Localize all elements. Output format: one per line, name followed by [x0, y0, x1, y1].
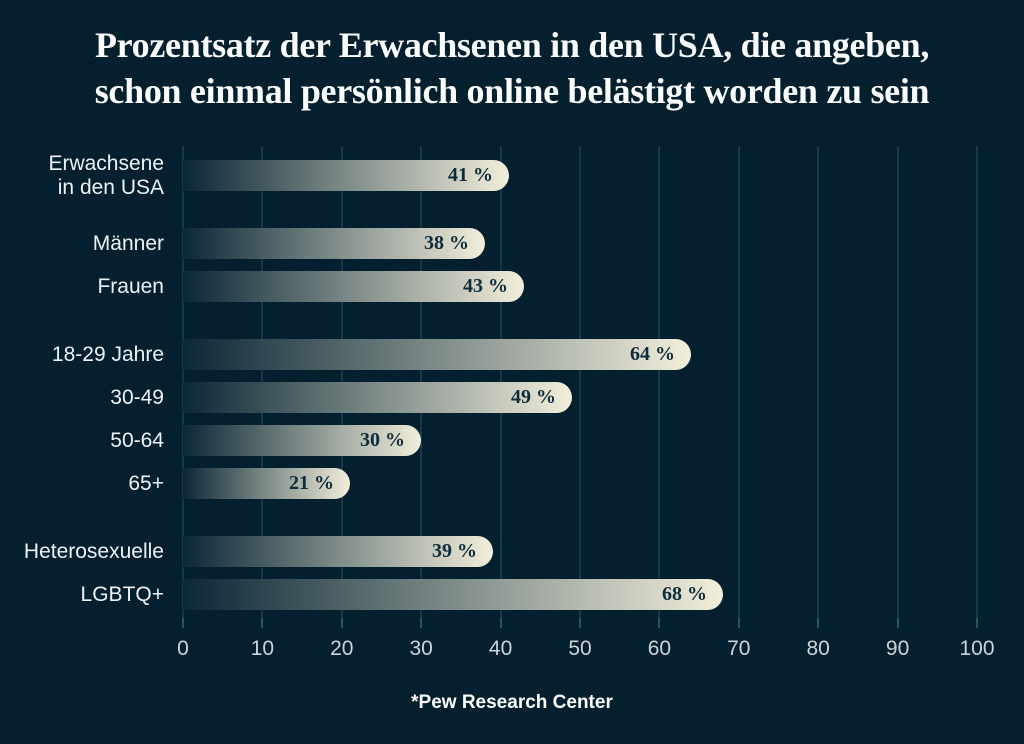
- category-label-text: Frauen: [97, 274, 164, 298]
- bar-value-label: 41 %: [448, 164, 493, 186]
- x-axis-tick-label: 60: [647, 637, 672, 660]
- axis-tick-mark: [658, 618, 661, 628]
- bar-value-label: 43 %: [463, 275, 508, 297]
- bar: 41 %: [183, 160, 509, 191]
- bar: 30 %: [183, 425, 421, 456]
- x-axis-tick-label: 50: [568, 637, 592, 660]
- bar-value-label: 68 %: [662, 583, 707, 605]
- bar-value-label: 30 %: [360, 429, 405, 451]
- category-label-text: Männer: [92, 231, 164, 255]
- bar: 49 %: [183, 382, 572, 413]
- axis-tick-mark: [896, 618, 899, 628]
- category-label: 30-49: [0, 382, 164, 413]
- bar-value-label: 64 %: [630, 343, 675, 365]
- bar-value-label: 38 %: [424, 232, 469, 254]
- category-label: 50-64: [0, 425, 164, 456]
- category-label-text: 18-29 Jahre: [51, 342, 164, 366]
- bar-value-label: 21 %: [289, 472, 334, 494]
- category-label: 65+: [0, 468, 164, 499]
- axis-tick-mark: [499, 618, 502, 628]
- bar: 21 %: [183, 468, 350, 499]
- bar: 43 %: [183, 271, 524, 302]
- grid-line: [737, 146, 740, 618]
- category-label: Erwachsene in den USA: [0, 152, 164, 199]
- bar: 39 %: [183, 536, 493, 567]
- x-axis-tick-label: 30: [409, 637, 433, 660]
- x-axis-tick-label: 40: [488, 637, 513, 660]
- bar-value-label: 39 %: [432, 540, 477, 562]
- x-axis-tick-label: 100: [959, 637, 995, 660]
- axis-tick-mark: [182, 618, 184, 628]
- category-label-text: 65+: [128, 471, 164, 495]
- category-label: Frauen: [0, 271, 164, 302]
- category-label-text: 50-64: [110, 428, 164, 452]
- category-label: 18-29 Jahre: [0, 339, 164, 370]
- chart-title-line-2: schon einmal persönlich online belästigt…: [94, 71, 930, 111]
- x-axis-tick-label: 0: [177, 637, 189, 660]
- x-axis-tick-label: 90: [885, 637, 910, 660]
- category-label: LGBTQ+: [0, 579, 164, 610]
- x-axis-tick-label: 70: [727, 637, 751, 660]
- bar-value-label: 49 %: [511, 386, 556, 408]
- category-label: Heterosexuelle: [0, 536, 164, 567]
- chart-title: Prozentsatz der Erwachsenen in den USA, …: [0, 22, 1024, 114]
- x-axis-tick-label: 10: [250, 637, 275, 660]
- category-label-text: Heterosexuelle: [23, 539, 164, 563]
- grid-line: [976, 146, 978, 618]
- axis-tick-mark: [976, 618, 978, 628]
- axis-tick-mark: [261, 618, 264, 628]
- category-label-text: LGBTQ+: [80, 582, 164, 606]
- chart-title-line-1: Prozentsatz der Erwachsenen in den USA, …: [94, 25, 930, 65]
- bar: 68 %: [183, 579, 723, 610]
- axis-tick-mark: [737, 618, 740, 628]
- axis-tick-mark: [340, 618, 343, 628]
- axis-tick-mark: [579, 618, 581, 628]
- category-label: Männer: [0, 228, 164, 259]
- category-label-text: Erwachsene in den USA: [48, 151, 164, 199]
- source-note: *Pew Research Center: [411, 692, 613, 713]
- category-label-text: 30-49: [110, 385, 164, 409]
- bar: 38 %: [183, 228, 485, 259]
- grid-line: [579, 146, 581, 618]
- grid-line: [896, 146, 899, 618]
- x-axis-tick-label: 20: [330, 637, 354, 660]
- axis-tick-mark: [420, 618, 423, 628]
- grid-line: [817, 146, 820, 618]
- axis-tick-mark: [817, 618, 820, 628]
- bar: 64 %: [183, 339, 691, 370]
- x-axis-tick-label: 80: [806, 637, 830, 660]
- grid-line: [658, 146, 661, 618]
